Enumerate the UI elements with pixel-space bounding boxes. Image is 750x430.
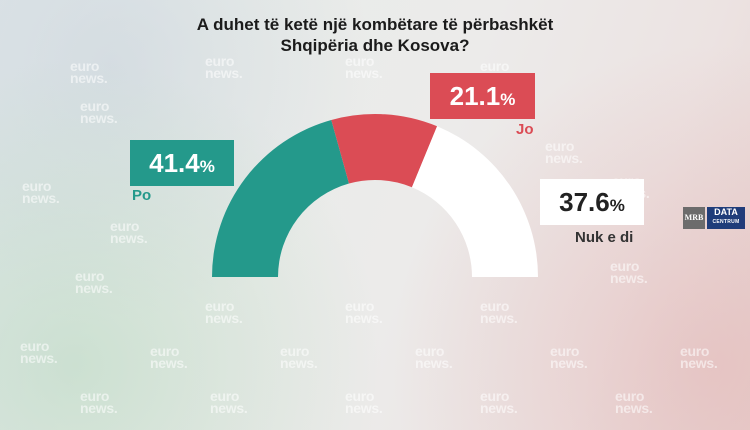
unit-po: % bbox=[199, 157, 215, 176]
value-nuk-e-di: 37.6 bbox=[559, 187, 610, 217]
value-jo: 21.1 bbox=[449, 81, 501, 111]
label-po: Po bbox=[132, 187, 152, 204]
logo-data-text: DATA bbox=[714, 207, 738, 217]
logo-data: DATA CENTRUM bbox=[707, 207, 745, 229]
value-box-jo: 21.1% bbox=[430, 73, 535, 119]
slice-jo bbox=[331, 113, 438, 188]
unit-nuk-e-di: % bbox=[609, 196, 625, 215]
value-box-nuk-e-di: 37.6% bbox=[540, 179, 644, 225]
chart-title: A duhet të ketë një kombëtare të përbash… bbox=[140, 14, 610, 56]
label-nuk-e-di: Nuk e di bbox=[575, 229, 634, 246]
mrb-data-centrum-logo: MRB DATA CENTRUM bbox=[683, 207, 745, 229]
chart-title-line1: A duhet të ketë një kombëtare të përbash… bbox=[196, 15, 554, 34]
logo-mrb: MRB bbox=[683, 207, 705, 229]
unit-jo: % bbox=[500, 90, 516, 109]
slice-po bbox=[212, 119, 349, 278]
value-box-po: 41.4% bbox=[130, 140, 234, 186]
label-jo: Jo bbox=[516, 121, 534, 138]
value-po: 41.4 bbox=[149, 148, 200, 178]
logo-data-sub: CENTRUM bbox=[712, 219, 740, 225]
chart-title-line2: Shqipëria dhe Kosova? bbox=[280, 36, 470, 55]
slice-nuk-e-di bbox=[411, 126, 538, 277]
